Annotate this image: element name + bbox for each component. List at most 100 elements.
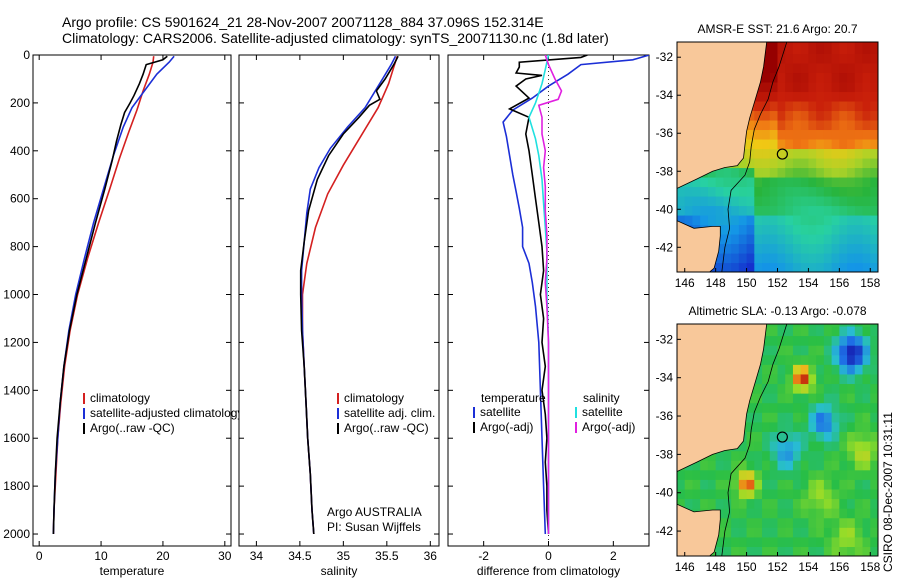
- profile-location-marker: [776, 148, 788, 160]
- map-cell: [839, 176, 848, 188]
- map-cell: [854, 517, 864, 528]
- map-cell: [769, 402, 779, 413]
- map-cell: [731, 252, 740, 264]
- map-cell: [746, 479, 755, 490]
- map-cell: [769, 91, 779, 102]
- map-cell: [792, 498, 802, 509]
- map-cell: [738, 508, 748, 519]
- map-cell: [754, 224, 763, 235]
- map-cell: [839, 325, 848, 337]
- isobath-line: [721, 324, 788, 556]
- map-cell: [839, 546, 848, 556]
- map-cell: [800, 91, 810, 102]
- map-cell: [862, 546, 871, 556]
- map-cell: [831, 421, 840, 432]
- map-cell: [754, 100, 763, 112]
- map-cell: [792, 42, 802, 45]
- map-cell: [831, 325, 840, 337]
- map-cell: [785, 72, 794, 83]
- map-cell: [692, 176, 701, 188]
- map-cell: [831, 498, 840, 509]
- map-cell: [785, 91, 794, 102]
- map-cell: [823, 243, 833, 254]
- map-cell: [738, 176, 748, 188]
- map-cell: [847, 431, 856, 442]
- map-cell: [854, 383, 864, 394]
- legend-entry: satellite: [582, 405, 623, 419]
- map-cell: [816, 195, 825, 207]
- map-cell: [762, 167, 771, 178]
- map-cell: [847, 53, 856, 64]
- map-cell: [792, 81, 802, 93]
- map-cell: [808, 243, 817, 254]
- map-cell: [738, 517, 748, 528]
- map-cell: [800, 157, 810, 169]
- map-cell: [754, 498, 763, 509]
- map-cell: [762, 252, 771, 264]
- map-cell: [831, 517, 840, 528]
- map-cell: [785, 224, 794, 235]
- map-cell: [808, 110, 817, 121]
- map-cell: [862, 42, 871, 45]
- map-cell: [754, 488, 763, 500]
- map-cell: [808, 402, 817, 413]
- map-cell: [839, 53, 848, 64]
- map-cell: [800, 354, 810, 365]
- map-cell: [854, 100, 864, 112]
- map-cell: [847, 72, 856, 83]
- map-cell: [692, 469, 701, 480]
- map-cell: [870, 243, 878, 254]
- map-cell: [816, 421, 825, 432]
- map-cell: [777, 148, 786, 159]
- map-cell: [785, 110, 794, 121]
- map-cell: [870, 214, 878, 226]
- map-cell: [754, 138, 763, 150]
- map-cell: [785, 402, 794, 413]
- map-cell: [823, 488, 833, 500]
- map-cell: [870, 148, 878, 159]
- map-cell: [777, 364, 786, 375]
- map-cell: [754, 148, 763, 159]
- map-cell: [870, 345, 878, 356]
- map-cell: [762, 536, 771, 548]
- map-cell: [839, 460, 848, 471]
- map-cell: [692, 195, 701, 207]
- map-cell: [754, 536, 763, 548]
- map-cell: [723, 517, 732, 528]
- map-cell: [808, 508, 817, 519]
- map-cell: [715, 195, 724, 207]
- map-cell: [854, 129, 864, 140]
- map-cell: [785, 431, 794, 442]
- map-cell: [847, 148, 856, 159]
- map-cell: [762, 129, 771, 140]
- map-cell: [870, 72, 878, 83]
- map-cell: [847, 460, 856, 471]
- figure-title-line2: Climatology: CARS2006. Satellite-adjuste…: [62, 30, 609, 46]
- map-cell: [862, 412, 871, 423]
- map-cell: [792, 364, 802, 375]
- map-cell: [769, 393, 779, 404]
- map-cell: [854, 62, 864, 74]
- map-cell: [854, 167, 864, 178]
- map-cell: [800, 324, 810, 327]
- map-cell: [854, 262, 864, 272]
- map-cell: [754, 527, 763, 538]
- map-cell: [785, 233, 794, 245]
- map-cell: [808, 325, 817, 337]
- map-cell: [839, 205, 848, 216]
- map-cell: [823, 421, 833, 432]
- map-cell: [792, 62, 802, 74]
- map-cell: [769, 325, 779, 337]
- map-cell: [738, 536, 748, 548]
- map-cell: [800, 214, 810, 226]
- map-cell: [839, 431, 848, 442]
- map-cell: [707, 214, 717, 226]
- map-cell: [862, 110, 871, 121]
- map-cell: [854, 402, 864, 413]
- map-cell: [715, 469, 724, 480]
- map-cell: [762, 214, 771, 226]
- map-cell: [715, 450, 724, 461]
- map-cell: [870, 450, 878, 461]
- map-cell: [777, 354, 786, 365]
